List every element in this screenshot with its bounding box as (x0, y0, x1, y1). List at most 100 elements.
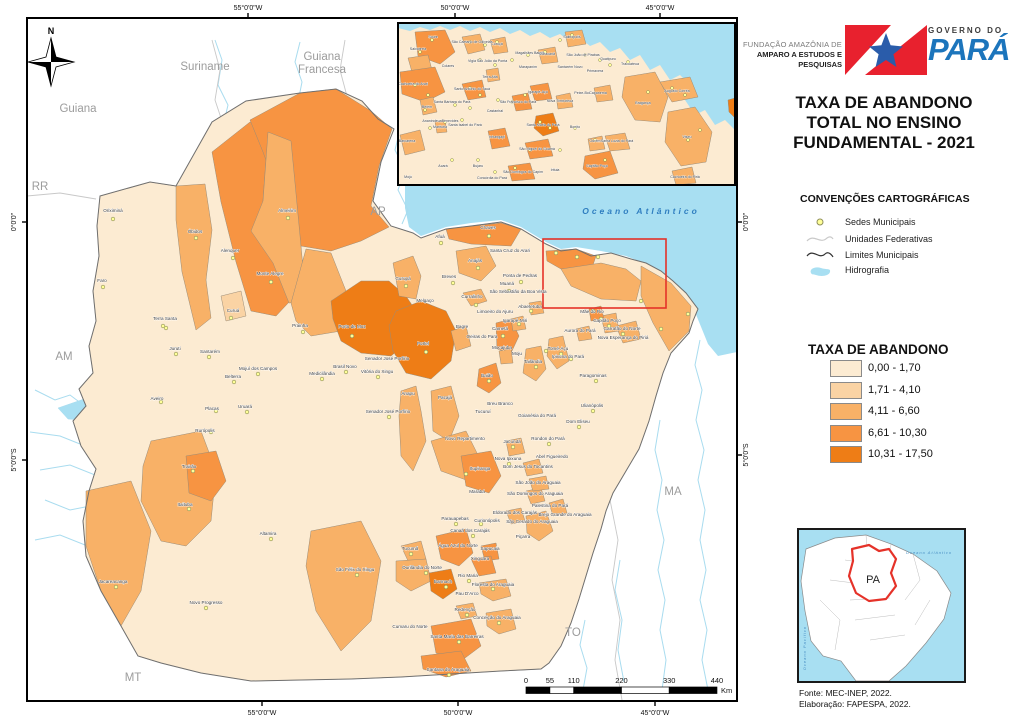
inset-municipal-seat-dot (468, 106, 472, 110)
municipality-region (485, 608, 517, 635)
municipality-label: São Sebastião da Boa Vista (489, 289, 547, 294)
inset-municipal-seat-dot (483, 43, 487, 47)
municipal-seat-dot (158, 399, 164, 405)
municipality-label: Trairão (182, 464, 197, 469)
inset-municipality-region (461, 33, 486, 55)
inset-municipality-label: São João de Pirabas (566, 53, 600, 57)
inset-municipality-label: Salinópolis (563, 35, 581, 39)
municipal-seat-dot (231, 379, 237, 385)
inset-municipal-seat-dot (608, 63, 612, 67)
inset-municipality-label: Nova Timboteua (547, 99, 573, 103)
municipality-label: Palestina do Pará (532, 503, 569, 508)
municipal-seat-dot (500, 333, 506, 339)
inset-municipality-label: Quatipuru (600, 57, 616, 61)
municipality-region (175, 183, 213, 331)
municipal-seat-dot (543, 348, 549, 354)
municipality-region (455, 245, 497, 282)
municipality-label: Senador José Porfírio (365, 356, 410, 361)
municipality-label: Porto de Moz (338, 324, 366, 329)
municipality-label: Rurópolis (195, 428, 215, 433)
municipality-region (392, 255, 422, 300)
municipal-seat-dot (576, 424, 582, 430)
brazil-ocean-atlantic-label: Oceano Atlântico (906, 550, 952, 555)
inset-municipal-seat-dot (510, 100, 514, 104)
scalebar-segment (525, 686, 551, 694)
municipality-label: Oeiras do Pará (467, 334, 498, 339)
municipality-label: Ipixuna do Pará (552, 354, 585, 359)
coordinate-label: 45°0'0"W (641, 709, 670, 717)
municipality-label: Nova Ipixuna (495, 456, 522, 461)
inset-municipal-seat-dot (413, 83, 417, 87)
municipality-label: Oriximiná (103, 208, 123, 213)
fapespa-logo-line3: PESQUISAS (798, 60, 842, 69)
municipality-region (528, 475, 550, 492)
municipality-label: Goianésia do Pará (518, 413, 556, 418)
inset-municipality-label: Tracuateua (621, 62, 639, 66)
conventions-legend-item: Unidades Federativas (800, 231, 1010, 247)
brazil-state-line (854, 614, 896, 621)
source-line-2: Elaboração: FAPESPA, 2022. (799, 699, 911, 709)
municipality-label: Bom Jesus do Tocantins (503, 464, 553, 469)
municipality-label: Melgaço (416, 298, 434, 303)
inset-municipality-label: Marapanim (519, 65, 537, 69)
choropleth-header: TAXA DE ABANDONO (808, 342, 949, 357)
municipality-label: Faro (97, 278, 107, 283)
municipality-label: Altamira (260, 531, 277, 536)
municipal-seat-dot (255, 371, 261, 377)
governo-do-para-logo: GOVERNO DO PARÁ (928, 26, 1020, 65)
municipality-label: Água Azul do Norte (438, 542, 478, 548)
inset-municipal-seat-dot (493, 63, 497, 67)
inset-municipality-region (587, 135, 606, 152)
municipality-label: Santarém (200, 349, 220, 354)
inset-municipal-seat-dot (428, 126, 432, 130)
inset-municipality-label: Capitão Poço (586, 164, 608, 168)
inset-municipality-label: Igarapé-Açu (528, 90, 548, 94)
brazil-country-shape (800, 534, 952, 682)
inset-municipality-region (489, 36, 509, 55)
coordinate-label: 0°0'0" (10, 212, 18, 231)
governo-do-label: GOVERNO DO (928, 26, 1004, 35)
compass-north-label: N (48, 26, 55, 36)
inset-municipal-seat-dot (468, 86, 472, 90)
municipal-seat-dot (528, 308, 534, 314)
municipality-label: Abel Figueiredo (536, 454, 569, 459)
inset-municipality-label: Capanema (589, 91, 607, 95)
coordinate-ticks-layer: 55°0'0"W 50°0'0"W 45°0'0"W 55°0'0"W 50°0'0"W… (10, 4, 750, 717)
state-label: Suriname (180, 61, 229, 73)
ocean-label: Oceano Atlântico (582, 206, 700, 216)
inset-municipality-label: Irituia (551, 168, 560, 172)
municipal-seat-dot (606, 323, 612, 329)
inset-municipality-region (511, 92, 533, 112)
coordinate-label: 55°0'0"W (248, 709, 277, 717)
municipal-seat-dot (446, 672, 452, 678)
pa-state-label: PA (866, 574, 881, 586)
municipality-label: Capitão Poço (593, 318, 621, 323)
municipality-label: São Geraldo do Araguaia (506, 519, 558, 524)
conventions-legend-label: Unidades Federativas (845, 234, 933, 244)
inset-municipality-region (564, 29, 587, 48)
inset-municipal-seat-dot (453, 103, 457, 107)
inset-municipality-region (555, 92, 574, 110)
municipality-label: Monte Alegre (256, 271, 284, 276)
municipality-label: Santa Maria das Barreiras (430, 634, 484, 639)
inset-municipal-seat-dot (538, 120, 542, 124)
municipal-seat-dot (186, 506, 192, 512)
municipality-region (548, 498, 568, 517)
municipality-label: Tailândia (524, 359, 543, 364)
coordinate-label: 0°0'0" (742, 212, 750, 231)
inset-municipality-label: Salvaterra (410, 47, 426, 51)
scalebar-segment (549, 686, 575, 694)
municipality-label: Igarapé-Miri (503, 318, 528, 323)
choropleth-color-swatch (830, 381, 862, 399)
municipality-label: Novo Repartimento (445, 436, 485, 441)
municipality-label: São Félix do Xingu (336, 567, 375, 572)
scalebar-unit-label: Km (721, 686, 732, 695)
municipal-seat-dot (456, 639, 462, 645)
page-title-line: FUNDAMENTAL - 2021 (793, 133, 975, 152)
municipality-region (460, 450, 502, 494)
municipal-seat-dot (475, 265, 481, 271)
river (654, 419, 667, 691)
municipality-label: Dom Eliseu (566, 419, 590, 424)
municipality-label: Vitória do Xingu (361, 369, 394, 374)
